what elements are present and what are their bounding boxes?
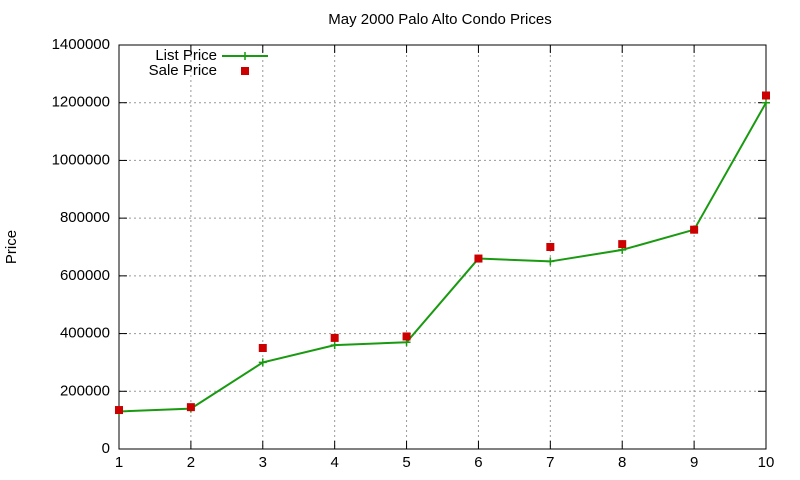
y-tick-label: 1200000 bbox=[52, 94, 110, 111]
x-tick-label: 2 bbox=[187, 454, 195, 471]
marker bbox=[474, 254, 483, 263]
legend-label: List Price bbox=[155, 47, 217, 64]
legend-label: Sale Price bbox=[149, 62, 217, 79]
marker bbox=[258, 344, 267, 352]
marker bbox=[690, 225, 699, 234]
marker bbox=[546, 257, 555, 266]
y-tick-label: 1400000 bbox=[52, 36, 110, 53]
marker bbox=[330, 341, 339, 350]
marker bbox=[115, 406, 123, 415]
y-tick-label: 0 bbox=[102, 440, 110, 457]
legend-marker bbox=[241, 52, 249, 60]
chart-title: May 2000 Palo Alto Condo Prices bbox=[328, 11, 551, 28]
marker bbox=[402, 332, 411, 341]
plot-border bbox=[118, 44, 767, 450]
marker bbox=[330, 333, 339, 342]
y-tick-label: 200000 bbox=[60, 382, 110, 399]
x-tick-label: 4 bbox=[330, 454, 338, 471]
marker bbox=[186, 403, 195, 412]
y-tick-label: 400000 bbox=[60, 325, 110, 342]
x-tick-label: 10 bbox=[758, 454, 775, 471]
y-tick-label: 600000 bbox=[60, 267, 110, 284]
marker bbox=[546, 243, 555, 251]
marker bbox=[618, 240, 627, 249]
x-tick-label: 8 bbox=[618, 454, 626, 471]
x-tick-label: 5 bbox=[402, 454, 410, 471]
x-tick-label: 6 bbox=[474, 454, 482, 471]
y-tick-label: 800000 bbox=[60, 209, 110, 226]
x-tick-label: 7 bbox=[546, 454, 554, 471]
x-tick-label: 1 bbox=[115, 454, 123, 471]
series-line bbox=[118, 102, 767, 413]
y-axis-label: Price bbox=[3, 230, 20, 264]
marker bbox=[762, 98, 770, 107]
x-tick-label: 9 bbox=[690, 454, 698, 471]
marker bbox=[762, 91, 770, 100]
y-tick-label: 1000000 bbox=[52, 151, 110, 168]
legend-marker bbox=[241, 67, 249, 75]
marker bbox=[258, 358, 267, 367]
x-tick-label: 3 bbox=[259, 454, 267, 471]
